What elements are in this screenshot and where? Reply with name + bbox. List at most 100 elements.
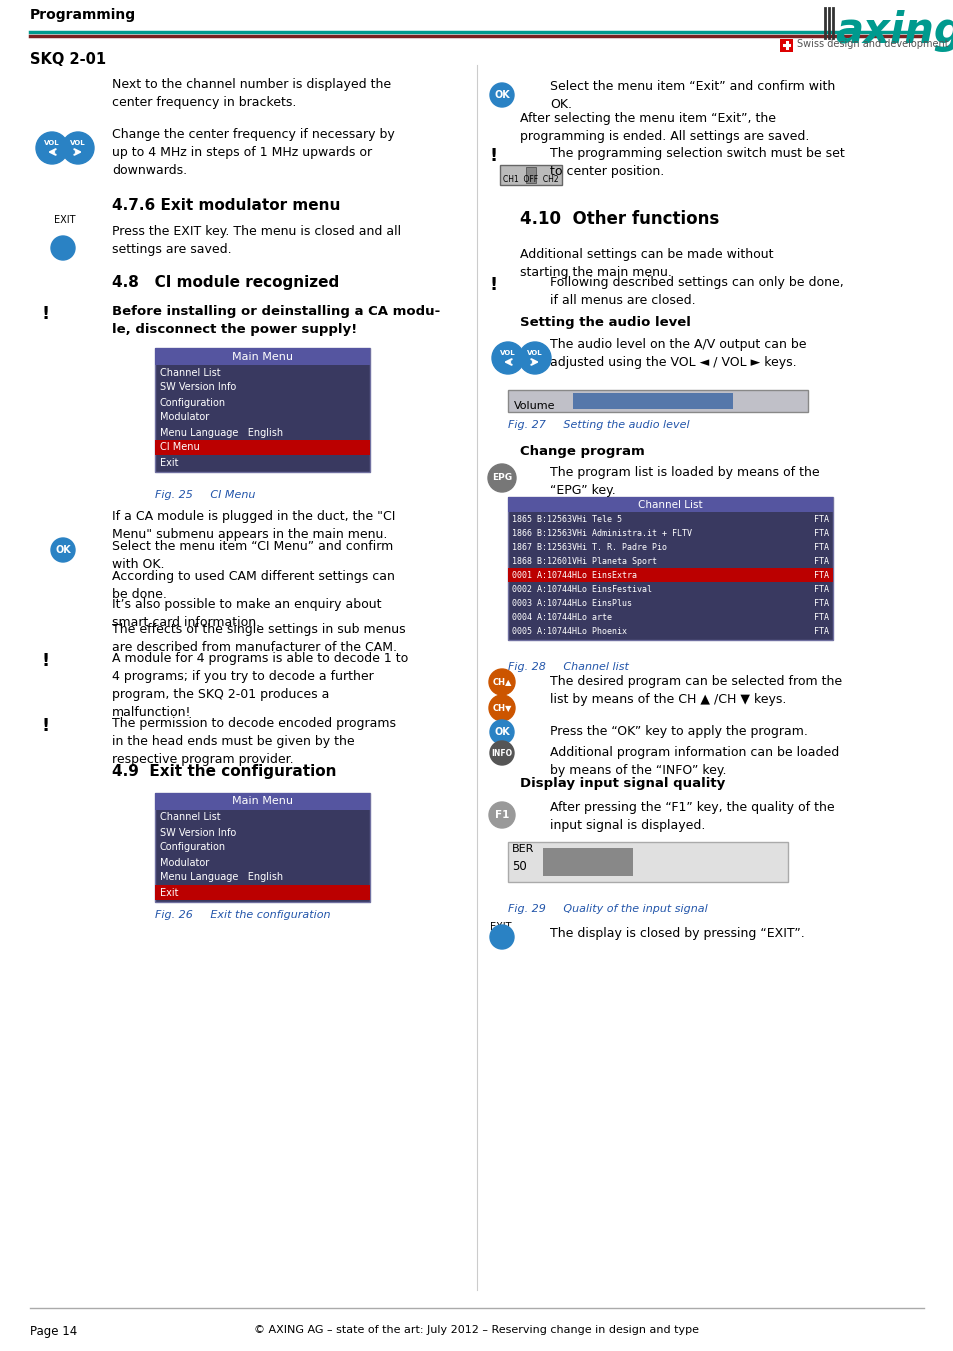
Circle shape: [518, 342, 551, 374]
Text: 0005 A:10744HLo Phoenix: 0005 A:10744HLo Phoenix: [512, 627, 626, 636]
Circle shape: [62, 132, 94, 163]
Text: !: !: [490, 276, 497, 295]
FancyBboxPatch shape: [507, 390, 807, 412]
FancyBboxPatch shape: [154, 885, 370, 900]
FancyBboxPatch shape: [154, 793, 370, 902]
Text: Swiss design and development: Swiss design and development: [796, 39, 947, 49]
Text: FTA: FTA: [813, 627, 828, 636]
Text: CH▼: CH▼: [492, 704, 511, 712]
Text: Before installing or deinstalling a CA modu-
le, disconnect the power supply!: Before installing or deinstalling a CA m…: [112, 305, 439, 336]
Text: Modulator: Modulator: [160, 858, 209, 867]
Text: © AXING AG – state of the art: July 2012 – Reserving change in design and type: © AXING AG – state of the art: July 2012…: [254, 1325, 699, 1335]
Text: 0002 A:10744HLo EinsFestival: 0002 A:10744HLo EinsFestival: [512, 585, 651, 594]
Circle shape: [490, 82, 514, 107]
Text: After pressing the “F1” key, the quality of the
input signal is displayed.: After pressing the “F1” key, the quality…: [550, 801, 834, 832]
FancyBboxPatch shape: [154, 793, 370, 811]
Text: Exit: Exit: [160, 458, 178, 467]
Text: Page 14: Page 14: [30, 1325, 77, 1337]
FancyBboxPatch shape: [154, 440, 370, 455]
Circle shape: [492, 342, 523, 374]
Text: !: !: [42, 717, 51, 735]
Text: 1865 B:12563VHi Tele 5: 1865 B:12563VHi Tele 5: [512, 516, 621, 524]
Text: CI Menu: CI Menu: [160, 443, 199, 453]
Text: CH1  OFF  CH2: CH1 OFF CH2: [502, 176, 558, 185]
FancyBboxPatch shape: [507, 842, 787, 882]
Text: 1866 B:12563VHi Administra.it + FLTV: 1866 B:12563VHi Administra.it + FLTV: [512, 530, 691, 539]
Text: Additional program information can be loaded
by means of the “INFO” key.: Additional program information can be lo…: [550, 746, 839, 777]
Circle shape: [489, 669, 515, 694]
Circle shape: [490, 925, 514, 948]
Text: The desired program can be selected from the
list by means of the CH ▲ /CH ▼ key: The desired program can be selected from…: [550, 676, 841, 707]
Text: VOL: VOL: [71, 141, 86, 146]
Circle shape: [488, 463, 516, 492]
FancyBboxPatch shape: [154, 349, 370, 365]
Text: FTA: FTA: [813, 585, 828, 594]
Text: Press the EXIT key. The menu is closed and all
settings are saved.: Press the EXIT key. The menu is closed a…: [112, 226, 400, 255]
Text: Additional settings can be made without
starting the main menu.: Additional settings can be made without …: [519, 249, 773, 280]
Circle shape: [490, 740, 514, 765]
Text: INFO: INFO: [491, 748, 512, 758]
Text: Main Menu: Main Menu: [232, 797, 293, 807]
Text: Menu Language   English: Menu Language English: [160, 427, 283, 438]
Text: OK: OK: [494, 727, 509, 738]
Text: Channel List: Channel List: [160, 367, 220, 377]
Text: Main Menu: Main Menu: [232, 351, 293, 362]
Text: SW Version Info: SW Version Info: [160, 382, 236, 393]
Text: Change the center frequency if necessary by
up to 4 MHz in steps of 1 MHz upward: Change the center frequency if necessary…: [112, 128, 395, 177]
Text: The program list is loaded by means of the
“EPG” key.: The program list is loaded by means of t…: [550, 466, 819, 497]
Text: Programming: Programming: [30, 8, 136, 22]
Text: Select the menu item “CI Menu” and confirm
with OK.: Select the menu item “CI Menu” and confi…: [112, 540, 393, 571]
FancyBboxPatch shape: [154, 349, 370, 471]
Text: If a CA module is plugged in the duct, the "CI
Menu" submenu appears in the main: If a CA module is plugged in the duct, t…: [112, 509, 395, 540]
Text: Press the “OK” key to apply the program.: Press the “OK” key to apply the program.: [550, 725, 807, 738]
Text: 1868 B:12601VHi Planeta Sport: 1868 B:12601VHi Planeta Sport: [512, 558, 657, 566]
Text: FTA: FTA: [813, 558, 828, 566]
Text: 0001 A:10744HLo EinsExtra: 0001 A:10744HLo EinsExtra: [512, 571, 637, 581]
Text: Following described settings can only be done,
if all menus are closed.: Following described settings can only be…: [550, 276, 842, 307]
Text: 0004 A:10744HLo arte: 0004 A:10744HLo arte: [512, 613, 612, 623]
Text: Fig. 25     CI Menu: Fig. 25 CI Menu: [154, 490, 255, 500]
Text: EXIT: EXIT: [54, 215, 75, 226]
Text: BER: BER: [512, 844, 534, 854]
FancyBboxPatch shape: [525, 168, 536, 182]
Text: The display is closed by pressing “EXIT”.: The display is closed by pressing “EXIT”…: [550, 927, 804, 940]
Text: Setting the audio level: Setting the audio level: [519, 316, 690, 330]
Text: A module for 4 programs is able to decode 1 to
4 programs; if you try to decode : A module for 4 programs is able to decod…: [112, 653, 408, 719]
Text: CH▲: CH▲: [492, 677, 511, 686]
FancyBboxPatch shape: [507, 497, 832, 512]
Text: Volume: Volume: [514, 401, 555, 411]
Text: 4.10  Other functions: 4.10 Other functions: [519, 209, 719, 228]
Text: !: !: [490, 147, 497, 165]
Circle shape: [489, 802, 515, 828]
Text: The effects of the single settings in sub menus
are described from manufacturer : The effects of the single settings in su…: [112, 623, 405, 654]
Text: axing: axing: [834, 9, 953, 51]
FancyBboxPatch shape: [507, 497, 832, 640]
Text: It’s also possible to make an enquiry about
smart card information.: It’s also possible to make an enquiry ab…: [112, 598, 381, 630]
Text: According to used CAM different settings can
be done.: According to used CAM different settings…: [112, 570, 395, 601]
FancyBboxPatch shape: [542, 848, 633, 875]
FancyBboxPatch shape: [573, 393, 732, 409]
Text: VOL: VOL: [527, 350, 542, 357]
Text: Menu Language   English: Menu Language English: [160, 873, 283, 882]
FancyBboxPatch shape: [780, 39, 792, 51]
Text: FTA: FTA: [813, 543, 828, 553]
Circle shape: [51, 538, 75, 562]
Text: !: !: [42, 305, 51, 323]
Text: F1: F1: [495, 811, 509, 820]
Text: SW Version Info: SW Version Info: [160, 828, 236, 838]
Text: Configuration: Configuration: [160, 397, 226, 408]
Circle shape: [489, 694, 515, 721]
Text: Configuration: Configuration: [160, 843, 226, 852]
Text: EPG: EPG: [492, 473, 512, 482]
Text: OK: OK: [55, 544, 71, 555]
Text: Fig. 26     Exit the configuration: Fig. 26 Exit the configuration: [154, 911, 330, 920]
Text: 1867 B:12563VHi T. R. Padre Pio: 1867 B:12563VHi T. R. Padre Pio: [512, 543, 666, 553]
Text: Fig. 28     Channel list: Fig. 28 Channel list: [507, 662, 628, 671]
Text: FTA: FTA: [813, 600, 828, 608]
Text: The programming selection switch must be set
to center position.: The programming selection switch must be…: [550, 147, 843, 178]
Text: 4.9  Exit the configuration: 4.9 Exit the configuration: [112, 765, 336, 780]
Text: Modulator: Modulator: [160, 412, 209, 423]
Text: VOL: VOL: [499, 350, 516, 357]
FancyBboxPatch shape: [507, 567, 832, 582]
Circle shape: [36, 132, 68, 163]
